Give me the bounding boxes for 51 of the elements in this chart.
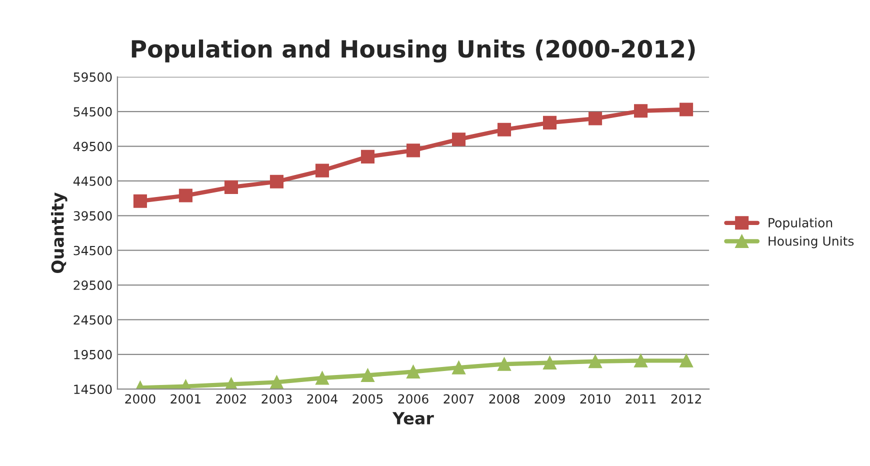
x-tick-label: 2001 xyxy=(170,394,200,404)
point xyxy=(406,144,420,158)
x-tick-label: 2009 xyxy=(534,394,565,404)
legend-label: Housing Units xyxy=(768,236,854,248)
point xyxy=(588,112,602,126)
point xyxy=(224,180,238,194)
y-tick-label: 59500 xyxy=(74,72,112,82)
x-tick-label: 2000 xyxy=(125,394,156,404)
y-tick-label: 19500 xyxy=(74,350,112,360)
y-tick-label: 24500 xyxy=(74,315,112,325)
y-axis-title: Quantity xyxy=(51,192,68,273)
point xyxy=(270,375,284,389)
x-tick-label: 2003 xyxy=(262,394,292,404)
point xyxy=(497,122,512,136)
x-tick-label: 2006 xyxy=(398,394,428,404)
x-tick-label: 2008 xyxy=(489,394,520,404)
x-axis-title: Year xyxy=(392,412,434,425)
point xyxy=(634,354,648,368)
point xyxy=(680,102,694,116)
point xyxy=(406,364,420,379)
y-tick-label: 54500 xyxy=(74,107,112,117)
point xyxy=(588,354,602,368)
x-tick-label: 2007 xyxy=(444,394,474,404)
point xyxy=(452,132,466,146)
point xyxy=(360,150,375,164)
point xyxy=(634,104,648,118)
x-tick-label: 2012 xyxy=(671,394,701,404)
x-tick-label: 2005 xyxy=(352,394,383,404)
point xyxy=(497,357,512,371)
y-tick-label: 39500 xyxy=(74,211,112,221)
y-tick-label: 34500 xyxy=(74,246,112,256)
chart-title: Population and Housing Units (2000-2012) xyxy=(132,40,695,63)
y-tick-label: 49500 xyxy=(73,142,112,152)
x-tick-label: 2010 xyxy=(580,394,610,404)
x-tick-label: 2011 xyxy=(626,394,656,404)
x-tick-label: 2002 xyxy=(216,394,246,404)
x-tick-label: 2004 xyxy=(307,394,338,404)
point xyxy=(315,164,330,178)
legend-label: Population xyxy=(768,218,832,230)
point xyxy=(360,368,375,382)
point xyxy=(133,194,147,208)
point xyxy=(543,356,557,370)
y-tick-label: 44500 xyxy=(73,176,112,186)
point xyxy=(680,354,694,368)
y-tick-label: 29500 xyxy=(74,280,112,290)
point xyxy=(270,174,284,188)
point xyxy=(543,116,557,130)
point xyxy=(315,371,330,385)
y-tick-label: 14500 xyxy=(74,384,112,394)
point xyxy=(452,360,466,374)
point xyxy=(178,188,192,202)
